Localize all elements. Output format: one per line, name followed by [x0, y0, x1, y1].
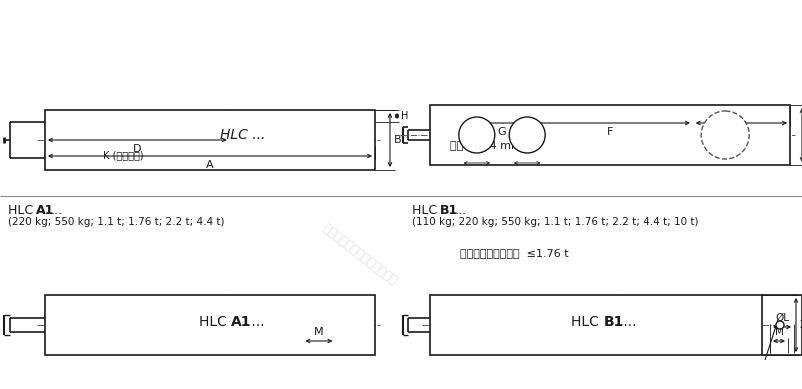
- Text: F: F: [607, 127, 614, 137]
- Text: 钒孔仅适于额定负荷  ≤1.76 t: 钒孔仅适于额定负荷 ≤1.76 t: [460, 249, 569, 258]
- Text: HLC: HLC: [412, 205, 441, 217]
- Text: (220 kg; 550 kg; 1.1 t; 1.76 t; 2.2 t; 4.4 t): (220 kg; 550 kg; 1.1 t; 1.76 t; 2.2 t; 4…: [8, 217, 225, 228]
- Text: ...: ...: [246, 315, 264, 329]
- Text: HLC ...: HLC ...: [221, 128, 265, 142]
- Circle shape: [459, 117, 495, 153]
- Text: A1: A1: [231, 315, 251, 329]
- Text: ØL: ØL: [775, 313, 789, 323]
- Text: E: E: [738, 127, 745, 137]
- Text: ...: ...: [619, 315, 637, 329]
- Bar: [45, 110, 375, 170]
- Text: A: A: [206, 160, 214, 170]
- Bar: [430, 105, 790, 165]
- Text: ...: ...: [51, 205, 63, 217]
- Text: D: D: [133, 144, 142, 154]
- Text: K (线缆长度): K (线缆长度): [103, 150, 144, 160]
- Text: ...: ...: [455, 205, 467, 217]
- Text: B1: B1: [440, 205, 458, 217]
- Circle shape: [509, 117, 545, 153]
- Text: 广州众鑫自动化科技有限公司: 广州众鑫自动化科技有限公司: [320, 222, 400, 288]
- Bar: [45, 295, 375, 355]
- Text: B1: B1: [603, 315, 624, 329]
- Text: A1: A1: [36, 205, 55, 217]
- Bar: [430, 295, 762, 355]
- Text: M: M: [775, 327, 784, 337]
- Text: (110 kg; 220 kg; 550 kg; 1.1 t; 1.76 t; 2.2 t; 4.4 t; 10 t): (110 kg; 220 kg; 550 kg; 1.1 t; 1.76 t; …: [412, 217, 699, 228]
- Text: M: M: [314, 327, 324, 337]
- Text: HLC: HLC: [8, 205, 37, 217]
- Circle shape: [776, 321, 784, 329]
- Text: HLC: HLC: [571, 315, 604, 329]
- Text: HLC: HLC: [199, 315, 231, 329]
- Text: B: B: [394, 135, 402, 145]
- Text: Z: Z: [800, 320, 802, 330]
- Circle shape: [701, 111, 749, 159]
- Text: H: H: [401, 111, 408, 121]
- Text: 电线 Ø 5,4 mm: 电线 Ø 5,4 mm: [450, 141, 522, 151]
- Text: G: G: [498, 127, 506, 137]
